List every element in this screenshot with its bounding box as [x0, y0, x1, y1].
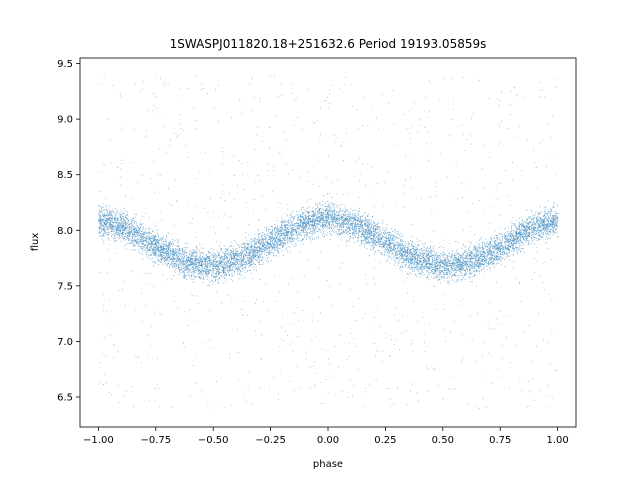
x-tick-label: 0.75	[489, 435, 511, 446]
y-tick-label: 8.5	[57, 170, 73, 181]
y-tick-label: 9.0	[57, 115, 73, 126]
y-tick-label: 8.0	[57, 226, 73, 237]
x-axis-ticks: −1.00 −0.75 −0.50 −0.25 0.00 0.25 0.50 0.75 1.00	[83, 427, 569, 446]
chart-title: 1SWASPJ011820.18+251632.6 Period 19193.0…	[170, 37, 487, 51]
x-tick-label: 0.00	[317, 435, 339, 446]
x-tick-label: −0.75	[140, 435, 171, 446]
y-tick-label: 7.5	[57, 281, 73, 292]
x-axis-label: phase	[313, 459, 343, 470]
x-tick-label: 0.25	[374, 435, 396, 446]
x-tick-label: 0.50	[432, 435, 454, 446]
x-tick-label: −0.50	[198, 435, 229, 446]
y-tick-label: 6.5	[57, 392, 73, 403]
x-tick-label: −0.25	[255, 435, 286, 446]
x-tick-label: 1.00	[546, 435, 568, 446]
y-tick-label: 7.0	[57, 337, 73, 348]
y-axis-label: flux	[30, 233, 41, 252]
y-axis-ticks: 6.5 7.0 7.5 8.0 8.5 9.0 9.5	[57, 59, 80, 403]
y-tick-label: 9.5	[57, 59, 73, 70]
x-tick-label: −1.00	[83, 435, 114, 446]
